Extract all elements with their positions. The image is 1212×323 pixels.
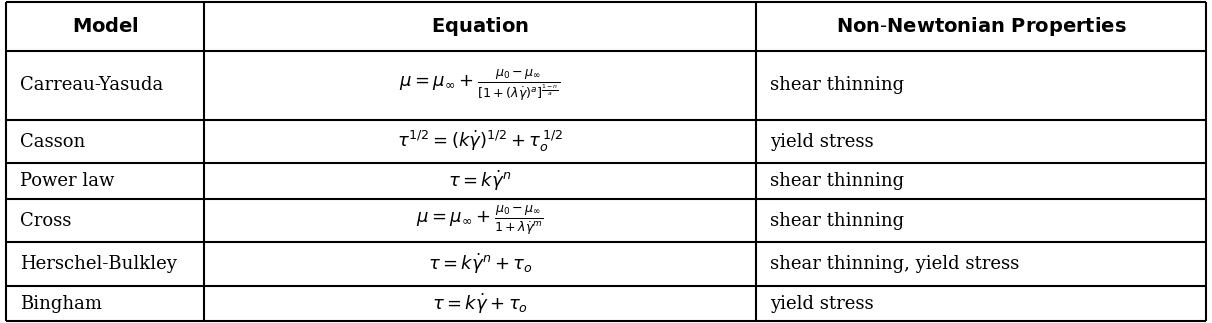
Text: shear thinning: shear thinning — [771, 76, 904, 94]
Text: yield stress: yield stress — [771, 133, 874, 151]
Text: shear thinning: shear thinning — [771, 212, 904, 230]
Text: $\bf{Non\text{-}Newtonian\ Properties}$: $\bf{Non\text{-}Newtonian\ Properties}$ — [835, 15, 1126, 37]
Text: $\mu = \mu_{\infty} + \frac{\mu_0-\mu_{\infty}}{[1+(\lambda\dot{\gamma})^a]^{\fr: $\mu = \mu_{\infty} + \frac{\mu_0-\mu_{\… — [400, 68, 561, 103]
Text: $\bf{Model}$: $\bf{Model}$ — [72, 16, 138, 36]
Text: shear thinning: shear thinning — [771, 172, 904, 190]
Text: Bingham: Bingham — [21, 295, 103, 313]
Text: $\tau = k\dot{\gamma}^n$: $\tau = k\dot{\gamma}^n$ — [448, 169, 511, 193]
Text: $\tau = k\dot{\gamma} + \tau_o$: $\tau = k\dot{\gamma} + \tau_o$ — [431, 291, 528, 316]
Text: $\bf{Equation}$: $\bf{Equation}$ — [431, 15, 530, 37]
Text: $\mu = \mu_{\infty} + \frac{\mu_0-\mu_{\infty}}{1+\lambda\dot{\gamma}^m}$: $\mu = \mu_{\infty} + \frac{\mu_0-\mu_{\… — [416, 204, 544, 238]
Text: Power law: Power law — [21, 172, 115, 190]
Text: $\tau = k\dot{\gamma}^n + \tau_o$: $\tau = k\dot{\gamma}^n + \tau_o$ — [428, 252, 532, 276]
Text: Carreau-Yasuda: Carreau-Yasuda — [21, 76, 164, 94]
Text: Herschel-Bulkley: Herschel-Bulkley — [21, 255, 177, 273]
Text: shear thinning, yield stress: shear thinning, yield stress — [771, 255, 1019, 273]
Text: yield stress: yield stress — [771, 295, 874, 313]
Text: $\tau^{1/2} = (k\dot{\gamma})^{1/2} + \tau_o^{\,1/2}$: $\tau^{1/2} = (k\dot{\gamma})^{1/2} + \t… — [398, 129, 564, 154]
Text: Casson: Casson — [21, 133, 86, 151]
Text: Cross: Cross — [21, 212, 72, 230]
